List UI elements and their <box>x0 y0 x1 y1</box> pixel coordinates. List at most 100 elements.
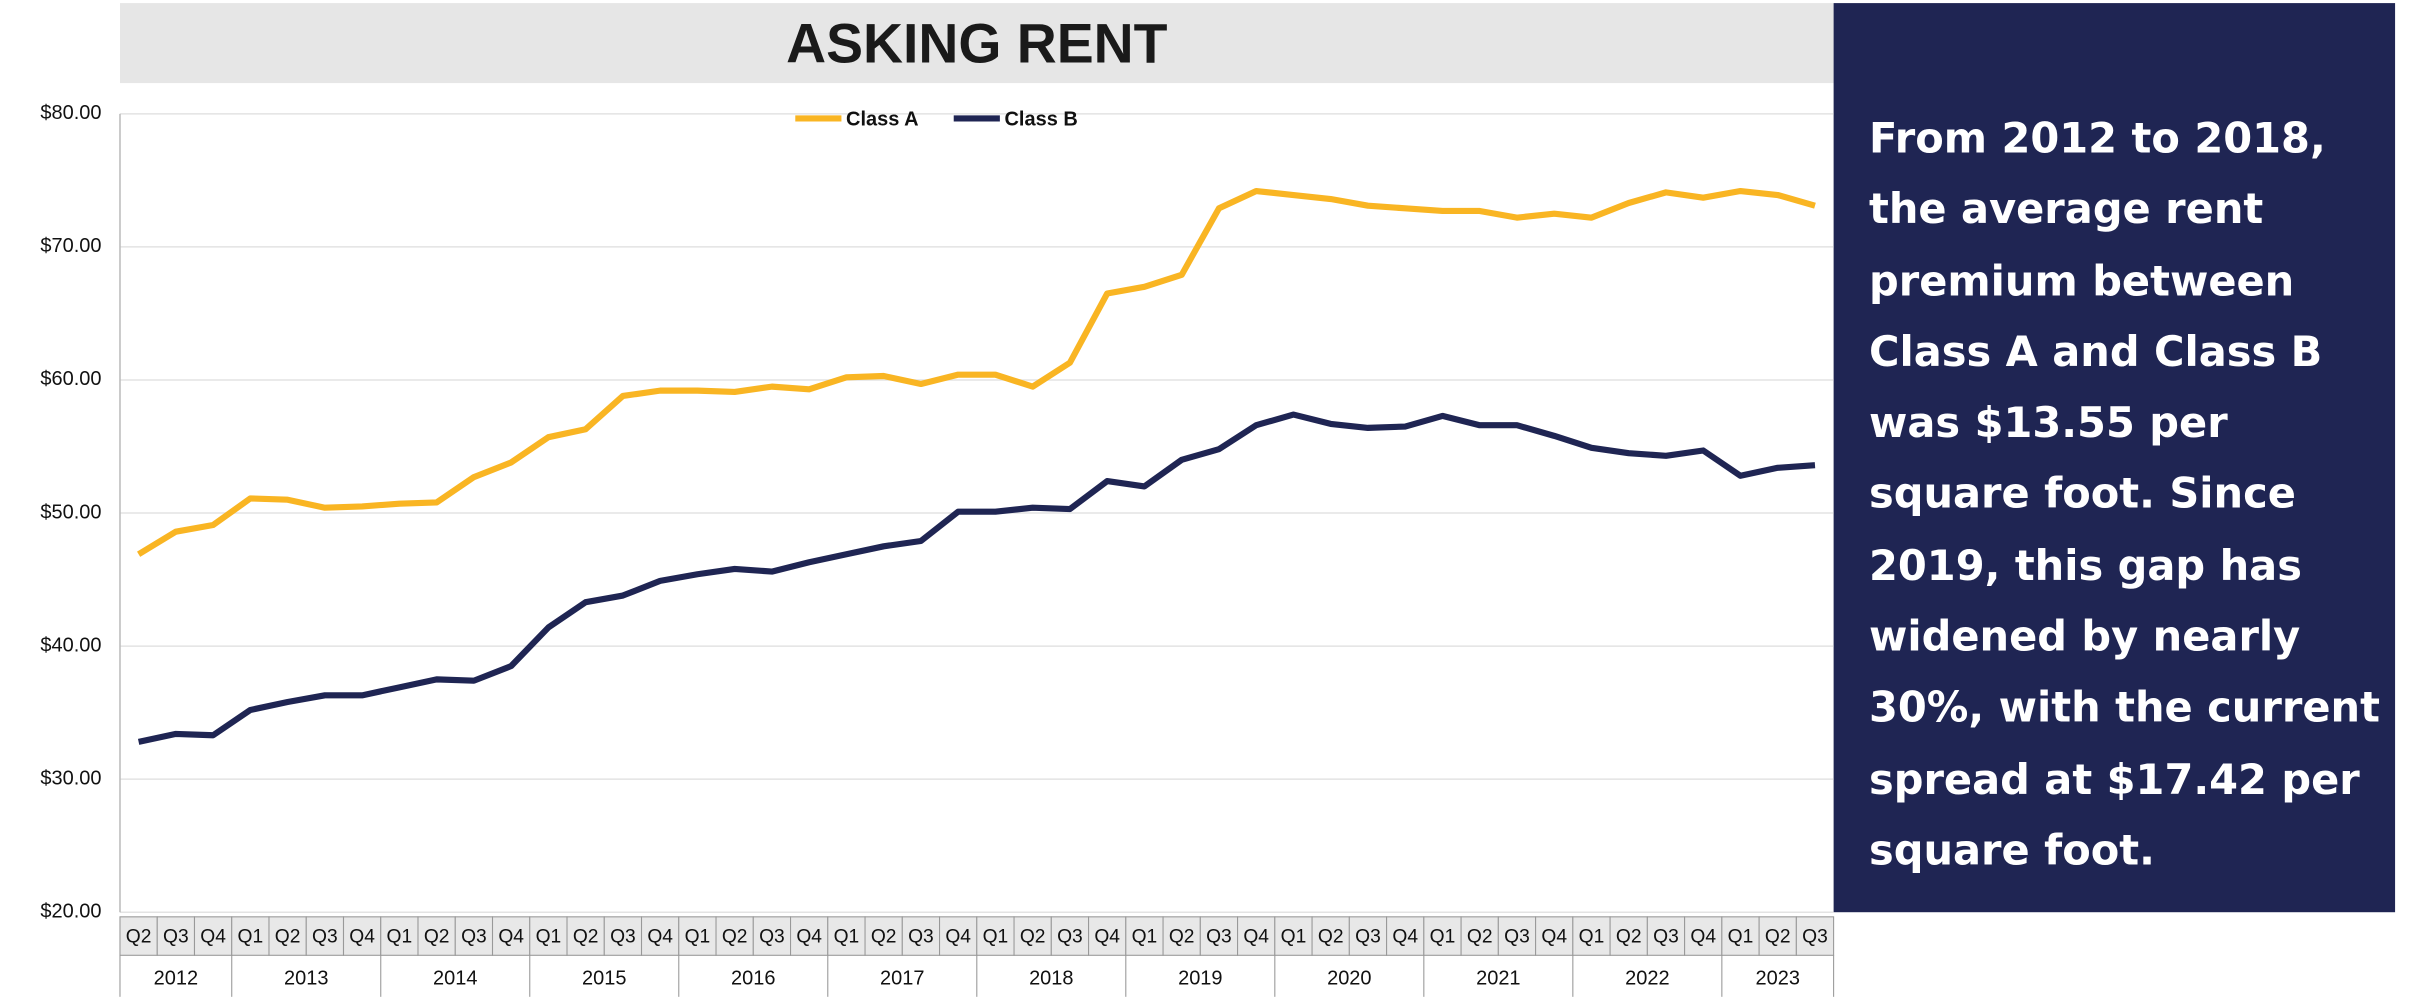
legend-label: Class B <box>1004 108 1077 130</box>
quarter-cell <box>1311 916 1350 956</box>
x-tick-label: Q3 <box>312 927 338 948</box>
quarter-cell <box>491 916 531 956</box>
note-panel <box>1833 3 2396 913</box>
x-tick-label: Q4 <box>200 927 226 948</box>
x-tick-label: Q2 <box>1020 927 1046 948</box>
quarter-cell <box>1348 916 1388 956</box>
x-tick-label: Q1 <box>1728 927 1754 948</box>
x-tick-label: Q3 <box>1504 927 1530 948</box>
x-tick-label: Q1 <box>1132 927 1158 948</box>
x-tick-label: Q3 <box>1057 927 1083 948</box>
y-tick-label: $30.00 <box>40 767 101 789</box>
quarter-cell <box>1721 916 1760 956</box>
data-line <box>137 411 1816 745</box>
x-tick-label: Q1 <box>834 927 860 948</box>
y-tick-label: $50.00 <box>40 501 101 523</box>
quarter-cell <box>454 916 494 956</box>
x-tick-label: Q2 <box>275 927 301 948</box>
y-tick-label: $70.00 <box>40 235 101 257</box>
quarter-cell <box>603 916 643 956</box>
year-label: 2016 <box>731 967 775 989</box>
x-tick-label: Q4 <box>796 927 822 948</box>
x-tick-label: Q4 <box>1243 927 1269 948</box>
year-label: 2018 <box>1029 967 1073 989</box>
x-tick-label: Q3 <box>610 927 636 948</box>
quarter-cell <box>1237 916 1276 956</box>
x-tick-label: Q1 <box>1430 927 1456 948</box>
x-tick-label: Q2 <box>424 927 450 948</box>
quarter-cell <box>1795 916 1835 956</box>
x-tick-label: Q1 <box>238 927 264 948</box>
year-label: 2019 <box>1178 967 1222 989</box>
x-tick-label: Q1 <box>1281 927 1307 948</box>
quarter-cell <box>715 916 754 956</box>
year-label: 2017 <box>880 967 924 989</box>
year-label: 2023 <box>1755 967 1799 989</box>
x-tick-label: Q1 <box>387 927 413 948</box>
x-tick-label: Q3 <box>1802 927 1828 948</box>
x-tick-label: Q4 <box>1541 927 1567 948</box>
quarter-cell <box>529 916 568 956</box>
x-tick-label: Q4 <box>349 927 375 948</box>
x-tick-label: Q3 <box>1653 927 1679 948</box>
x-tick-label: Q1 <box>536 927 562 948</box>
note-text: From 2012 to 2018, the average rent prem… <box>1868 115 2380 874</box>
x-tick-label: Q2 <box>1616 927 1642 948</box>
quarter-cell <box>752 916 792 956</box>
x-tick-label: Q2 <box>126 927 152 948</box>
x-tick-label: Q1 <box>983 927 1009 948</box>
title-bar <box>119 3 1834 84</box>
x-tick-label: Q2 <box>1765 927 1791 948</box>
quarter-cell <box>1050 916 1090 956</box>
y-tick-label: $40.00 <box>40 634 101 656</box>
quarter-cell <box>864 916 903 956</box>
quarter-cell <box>827 916 866 956</box>
quarter-cell <box>1758 916 1797 956</box>
quarter-cell <box>976 916 1015 956</box>
x-tick-label: Q2 <box>871 927 897 948</box>
year-label: 2013 <box>284 967 328 989</box>
x-tick-label: Q4 <box>1392 927 1418 948</box>
x-tick-label: Q1 <box>1579 927 1605 948</box>
x-tick-label: Q3 <box>908 927 934 948</box>
x-tick-label: Q2 <box>1467 927 1493 948</box>
quarter-cell <box>1460 916 1499 956</box>
chart-title: ASKING RENT <box>786 12 1168 74</box>
quarter-cell <box>1088 916 1127 956</box>
note-box: From 2012 to 2018, the average rent prem… <box>1868 115 2380 874</box>
quarter-cell <box>1162 916 1201 956</box>
x-tick-label: Q1 <box>685 927 711 948</box>
x-tick-label: Q3 <box>163 927 189 948</box>
data-line <box>137 187 1816 557</box>
x-tick-label: Q3 <box>1206 927 1232 948</box>
x-tick-label: Q4 <box>1690 927 1716 948</box>
quarter-cell <box>678 916 717 956</box>
quarter-cell <box>1386 916 1425 956</box>
year-label: 2012 <box>154 967 198 989</box>
x-tick-label: Q3 <box>1355 927 1381 948</box>
x-tick-label: Q3 <box>759 927 785 948</box>
x-tick-label: Q4 <box>647 927 673 948</box>
year-label: 2014 <box>433 967 477 989</box>
y-tick-label: $60.00 <box>40 368 101 390</box>
x-tick-label: Q2 <box>722 927 748 948</box>
quarter-cell <box>939 916 978 956</box>
x-tick-label: Q2 <box>1318 927 1344 948</box>
year-label: 2020 <box>1327 967 1371 989</box>
legend-label: Class A <box>846 108 919 130</box>
quarter-cell <box>1274 916 1313 956</box>
y-tick-label: $20.00 <box>40 900 101 922</box>
year-label: 2015 <box>582 967 626 989</box>
x-tick-label: Q4 <box>498 927 524 948</box>
quarter-cell <box>566 916 605 956</box>
quarter-cell <box>342 916 382 956</box>
x-tick-label: Q2 <box>1169 927 1195 948</box>
quarter-cell <box>305 916 345 956</box>
x-tick-label: Q4 <box>1094 927 1120 948</box>
x-tick-label: Q3 <box>461 927 487 948</box>
year-label: 2022 <box>1625 967 1669 989</box>
quarter-cell <box>380 916 419 956</box>
quarter-cell <box>1013 916 1052 956</box>
quarter-cell <box>640 916 680 956</box>
